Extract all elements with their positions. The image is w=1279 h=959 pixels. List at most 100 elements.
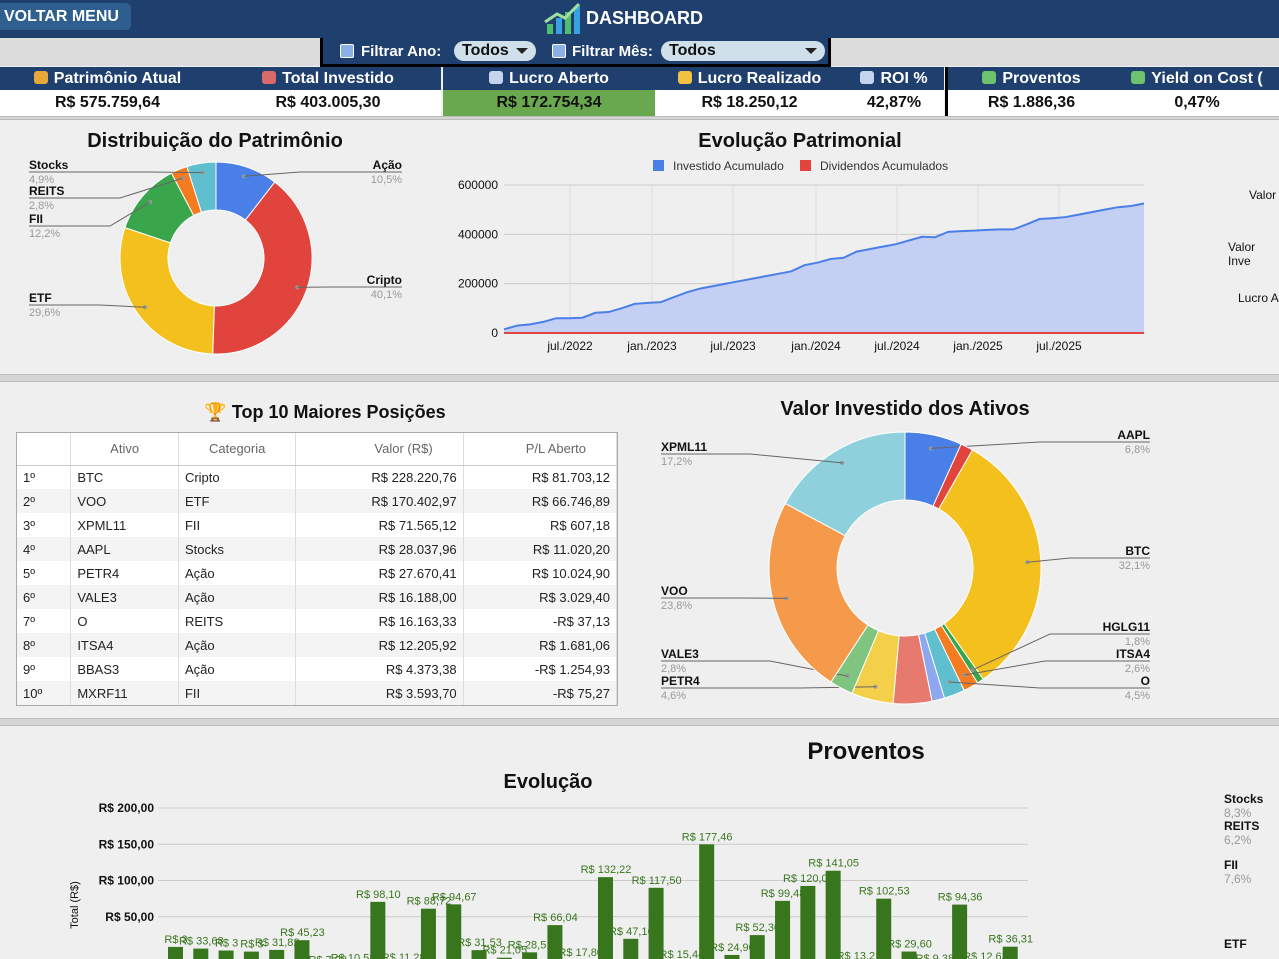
bar: [496, 957, 512, 959]
y-tick: 600000: [458, 178, 498, 192]
slice-pct: 17,2%: [661, 456, 692, 468]
dashboard-logo-icon: [544, 2, 581, 34]
y-tick: 400000: [458, 227, 498, 241]
bar-label: R$ 11,28: [382, 952, 426, 959]
leader-line: [29, 177, 183, 199]
proventos-subtitle: Evolução: [503, 771, 593, 793]
month-filter-value: Todos: [669, 42, 716, 59]
table-cell: 9º: [17, 657, 72, 681]
slice-label: VOO: [661, 584, 688, 598]
kpi-divider: [945, 67, 948, 117]
table-cell: R$ 12.205,92: [295, 633, 464, 657]
table-row[interactable]: 8º ITSA4 Ação R$ 12.205,92 R$ 1.681,06: [17, 633, 618, 657]
slice-pct: 2,6%: [1125, 663, 1150, 675]
slice-pct: 12,2%: [29, 228, 60, 240]
slice-Cripto: [212, 181, 313, 355]
kpi-label-6: Yield on Cost (: [1115, 67, 1279, 90]
slice-label: ETF: [29, 291, 52, 305]
table-cell: ITSA4: [70, 633, 179, 657]
table-cell: 5º: [17, 561, 72, 585]
bar: [598, 877, 613, 959]
table-cell: R$ 4.373,38: [295, 657, 464, 681]
kpi-label-text: Proventos: [1002, 70, 1081, 87]
bar-label: R$ 3: [240, 939, 263, 951]
table-row[interactable]: 1º BTC Cripto R$ 228.220,76 R$ 81.703,12: [17, 465, 618, 489]
leader-line: [661, 453, 843, 464]
bar-label: R$ 99,48: [761, 888, 806, 900]
leader-line: [243, 171, 402, 177]
bar: [547, 925, 563, 959]
bar: [825, 870, 841, 959]
slice-label: Stocks: [29, 158, 69, 172]
back-menu-button[interactable]: VOLTAR MENU: [0, 3, 131, 30]
right-label-0: Valor: [1249, 188, 1277, 202]
proventos-side-pct: 6,2%: [1224, 833, 1252, 847]
x-tick: jan./2023: [626, 339, 677, 353]
kpi-label-5: Proventos: [948, 67, 1115, 90]
bar: [446, 904, 462, 959]
bar: [876, 898, 892, 959]
table-cell: Stocks: [178, 537, 297, 561]
kpi-label-text: Patrimônio Atual: [53, 70, 182, 87]
series-line-invested: [503, 202, 1145, 331]
bar-label: R$ 120,08: [783, 873, 834, 885]
table-row[interactable]: 6º VALE3 Ação R$ 16.188,00 R$ 3.029,40: [17, 585, 618, 609]
year-filter-select[interactable]: Todos: [454, 41, 536, 61]
table-row[interactable]: 7º O REITS R$ 16.163,33 -R$ 37,13: [17, 609, 618, 633]
table-cell: R$ 11.020,20: [463, 537, 618, 561]
table-row[interactable]: 10º MXRF11 FII R$ 3.593,70 -R$ 75,27: [17, 681, 618, 705]
top10-title-text: Top 10 Maiores Posições: [231, 402, 446, 422]
bar: [370, 901, 386, 959]
table-cell: Ação: [178, 657, 297, 681]
bar-label: R$ 88,72: [407, 896, 452, 908]
bar: [699, 844, 715, 959]
kpi-value-3: R$ 18.250,12: [655, 90, 844, 116]
table-cell: R$ 27.670,41: [295, 561, 464, 585]
table-cell: Ação: [178, 585, 297, 609]
bar-label: R$ 94,36: [938, 892, 983, 904]
slice-pct: 2,8%: [661, 663, 686, 675]
table-cell: FII: [178, 681, 297, 705]
table-cell: VOO: [70, 489, 179, 513]
table-row[interactable]: 3º XPML11 FII R$ 71.565,12 R$ 607,18: [17, 513, 618, 537]
month-filter-label: Filtrar Mês:: [572, 43, 653, 60]
bar: [1002, 946, 1018, 959]
table-row[interactable]: 4º AAPL Stocks R$ 28.037,96 R$ 11.020,20: [17, 537, 618, 561]
table-row[interactable]: 5º PETR4 Ação R$ 27.670,41 R$ 10.024,90: [17, 561, 618, 585]
top-bar: [0, 0, 1279, 38]
leader-line: [29, 304, 146, 308]
kpi-value-6: 0,47%: [1115, 90, 1279, 116]
bar-label: R$ 98,10: [356, 889, 401, 901]
bar: [193, 948, 209, 959]
bar: [952, 904, 968, 959]
bar-label: R$ 52,30: [735, 922, 780, 934]
table-cell: Ação: [178, 633, 297, 657]
month-filter-select[interactable]: Todos: [661, 41, 825, 61]
proventos-side-label: FII: [1224, 858, 1238, 872]
kpi-value-2: R$ 172.754,34: [443, 90, 655, 116]
slice-label: XPML11: [661, 440, 707, 454]
x-tick: jan./2025: [952, 339, 1003, 353]
slice-VOO: [768, 502, 869, 683]
table-cell: R$ 607,18: [463, 513, 618, 537]
divider: [0, 374, 1279, 382]
kpi-label-2: Lucro Aberto: [443, 67, 655, 90]
y-tick: R$ 100,00: [99, 874, 155, 888]
bar: [724, 954, 740, 959]
kpi-value-1: R$ 403.005,30: [215, 90, 441, 116]
slice-BTC: [938, 449, 1042, 680]
x-tick: jul./2023: [709, 339, 756, 353]
table-cell: R$ 3.029,40: [463, 585, 618, 609]
bar: [800, 885, 816, 959]
calendar-icon: [340, 44, 354, 58]
table-cell: R$ 16.188,00: [295, 585, 464, 609]
bar: [243, 951, 259, 959]
invested-donut-chart: AAPL 6,8% BTC 32,1% HGLG11 1,8%ITSA4 2,6%O 4,5%…: [661, 428, 1150, 705]
bar-label: R$ 7,29: [308, 955, 347, 959]
table-row[interactable]: 9º BBAS3 Ação R$ 4.373,38 -R$ 1.254,93: [17, 657, 618, 681]
table-cell: R$ 3.593,70: [295, 681, 464, 705]
table-row[interactable]: 2º VOO ETF R$ 170.402,97 R$ 66.746,89: [17, 489, 618, 513]
y-tick: R$ 200,00: [99, 801, 155, 815]
distribution-donut-chart: Ação 10,5% Cripto 40,1% ETF 29,6% FII 12,2% REIT…: [29, 158, 402, 355]
table-header: Ativo: [70, 433, 179, 466]
